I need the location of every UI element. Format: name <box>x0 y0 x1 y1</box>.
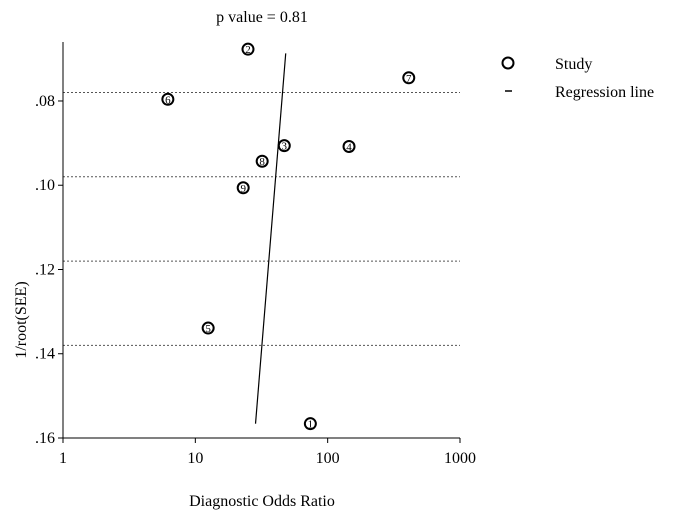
study-point-marker <box>303 417 317 431</box>
x-tick-label: 100 <box>316 450 340 467</box>
study-point-marker <box>255 154 269 168</box>
study-point-marker <box>277 139 291 153</box>
study-point-marker <box>402 71 416 85</box>
study-point: 4 <box>342 139 356 153</box>
study-point: 6 <box>161 92 175 106</box>
study-point: 8 <box>255 154 269 168</box>
y-axis-title: 1/root(SEE) <box>13 281 30 358</box>
study-point-marker <box>161 92 175 106</box>
study-point: 9 <box>236 181 250 195</box>
x-tick-label: 10 <box>187 450 203 467</box>
study-point-label: 6 <box>165 94 171 106</box>
regression-line-layer <box>254 53 287 424</box>
y-tick-label: .08 <box>35 93 55 110</box>
study-point: 7 <box>402 71 416 85</box>
study-point-label: 4 <box>346 141 352 153</box>
x-axis-title: Diagnostic Odds Ratio <box>189 493 335 510</box>
y-axis-ticks: .08 .10 .12 .14 .16 <box>35 93 63 447</box>
y-tick-label: .14 <box>35 346 55 363</box>
y-tick-label: .16 <box>35 430 55 447</box>
axes <box>62 42 460 439</box>
study-point: 5 <box>201 321 215 335</box>
legend-study-marker <box>501 56 515 70</box>
study-point-label: 3 <box>282 141 288 153</box>
x-tick-label: 1 <box>59 450 67 467</box>
study-point-marker <box>201 321 215 335</box>
study-points-layer: 1 2 3 4 5 6 7 8 9 <box>161 42 416 431</box>
study-point-marker <box>342 139 356 153</box>
x-axis-ticks: 1 10 100 1000 <box>59 438 476 467</box>
study-point: 2 <box>241 42 255 56</box>
study-point-marker <box>236 181 250 195</box>
study-point-label: 8 <box>259 156 265 168</box>
y-tick-label: .12 <box>35 261 55 278</box>
y-tick-label: .10 <box>35 177 55 194</box>
study-point-label: 5 <box>205 323 211 335</box>
x-tick-label: 1000 <box>444 450 476 467</box>
grid-lines <box>63 92 460 346</box>
study-point-label: 9 <box>240 183 246 195</box>
study-point-label: 2 <box>245 44 251 56</box>
legend-study-label: Study <box>555 56 592 73</box>
study-point: 3 <box>277 139 291 153</box>
regression-line <box>254 53 287 424</box>
legend: Study Regression line <box>501 56 654 101</box>
study-point-marker <box>241 42 255 56</box>
legend-regression-label: Regression line <box>555 84 654 101</box>
chart-title: p value = 0.81 <box>216 9 308 26</box>
study-point-label: 7 <box>406 73 412 85</box>
study-point-label: 1 <box>308 419 314 431</box>
study-point: 1 <box>303 417 317 431</box>
